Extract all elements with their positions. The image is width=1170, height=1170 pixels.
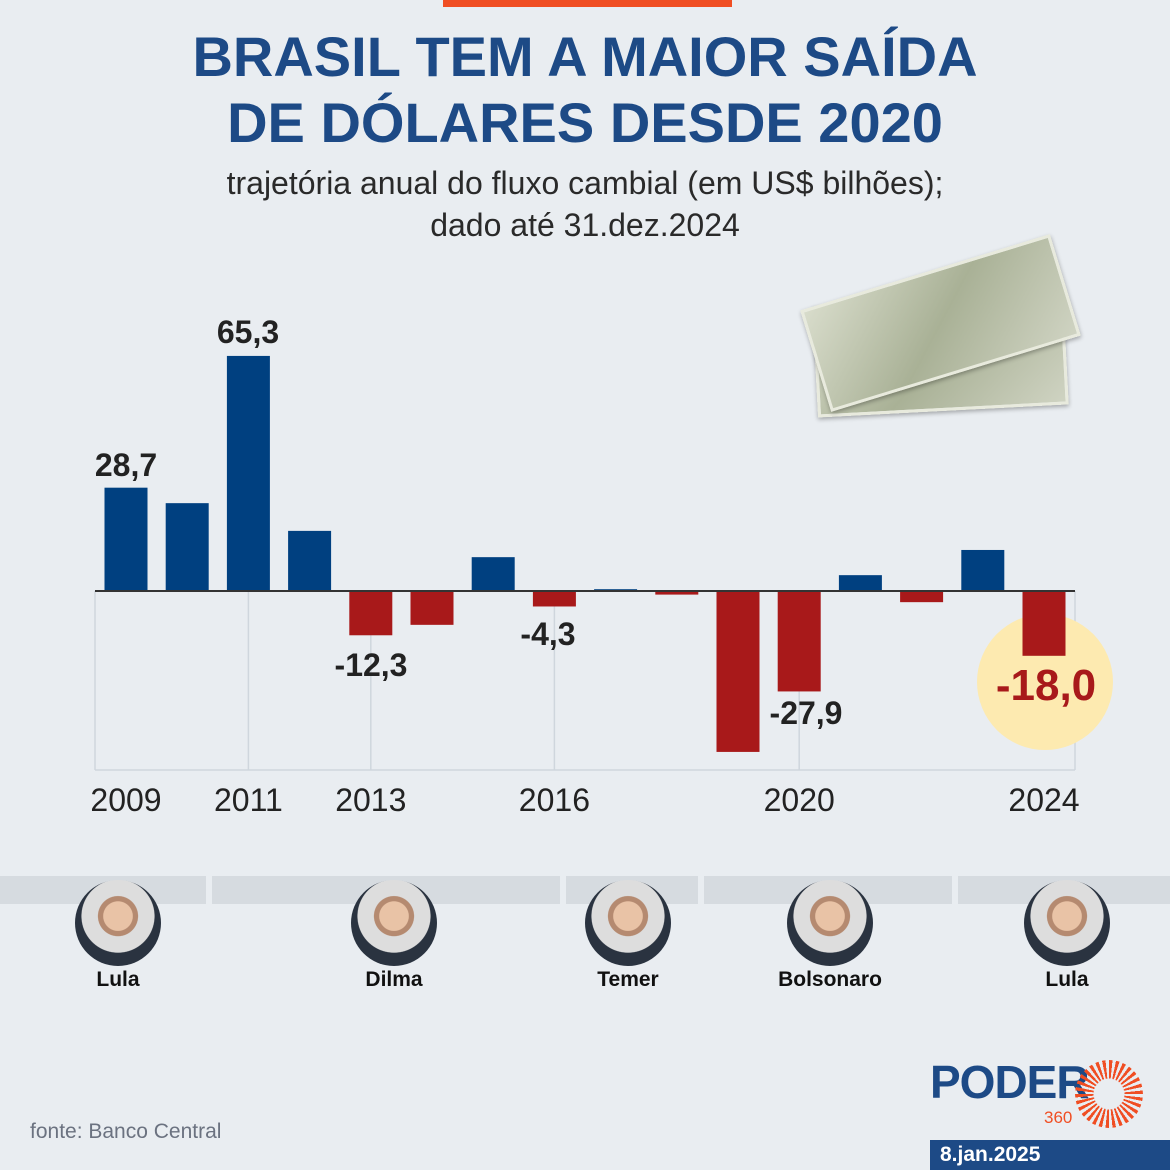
bar-2010 <box>165 503 209 591</box>
avatar <box>351 880 437 966</box>
poder360-logo: PODER 360 <box>930 1056 1090 1138</box>
bar-2015 <box>471 557 515 591</box>
president-name: Lula <box>96 968 140 991</box>
x-tick-label: 2009 <box>90 782 161 818</box>
data-label-2016: -4,3 <box>520 616 575 652</box>
avatar <box>585 880 671 966</box>
sun-logo-icon <box>1075 1060 1143 1128</box>
subtitle-line-1: trajetória anual do fluxo cambial (em US… <box>226 165 944 201</box>
title: BRASIL TEM A MAIOR SAÍDA DE DÓLARES DESDE… <box>0 24 1170 156</box>
bar-2021 <box>838 575 882 591</box>
x-tick-label: 2013 <box>335 782 406 818</box>
avatar <box>75 880 161 966</box>
title-line-2: DE DÓLARES DESDE 2020 <box>227 91 943 154</box>
bar-2012 <box>288 530 332 591</box>
data-label-2009: 28,7 <box>95 447 157 483</box>
president-name: Bolsonaro <box>778 968 882 991</box>
x-tick-label: 2016 <box>519 782 590 818</box>
data-label-2013: -12,3 <box>335 647 408 683</box>
data-label-2020: -27,9 <box>770 695 843 731</box>
bar-2013 <box>349 591 393 636</box>
bar-2018 <box>655 591 699 595</box>
logo-text: PODER <box>930 1056 1090 1108</box>
bar-2024 <box>1022 591 1066 656</box>
x-tick-label: 2020 <box>764 782 835 818</box>
source-note: fonte: Banco Central <box>30 1120 222 1143</box>
title-line-1: BRASIL TEM A MAIOR SAÍDA <box>192 25 978 88</box>
subtitle: trajetória anual do fluxo cambial (em US… <box>0 162 1170 246</box>
bar-2023 <box>961 549 1005 591</box>
bar-2011 <box>226 355 270 591</box>
publish-date: 8.jan.2025 <box>930 1140 1170 1170</box>
bar-2020 <box>777 591 821 692</box>
bar-2014 <box>410 591 454 625</box>
subtitle-line-2: dado até 31.dez.2024 <box>430 207 740 243</box>
president-lula: Lula <box>48 880 188 992</box>
president-bolsonaro: Bolsonaro <box>760 880 900 992</box>
data-label-2024: -18,0 <box>996 661 1096 710</box>
bar-chart: 2009 2011 2013 2016 2020 2024 28,7 65,3 -12,3 -4,… <box>90 314 1113 818</box>
bar-2009 <box>104 487 148 591</box>
president-dilma: Dilma <box>324 880 464 992</box>
bar-2019 <box>716 591 760 752</box>
bar-2016 <box>532 591 576 607</box>
logo-360: 360 <box>1044 1108 1073 1127</box>
bar-2022 <box>900 591 944 603</box>
avatar <box>787 880 873 966</box>
president-lula-2: Lula <box>997 880 1137 992</box>
president-temer: Temer <box>558 880 698 992</box>
accent-bar <box>443 0 732 7</box>
highlight-circle <box>977 614 1113 750</box>
president-name: Dilma <box>365 968 423 991</box>
president-name: Lula <box>1045 968 1089 991</box>
avatar <box>1024 880 1110 966</box>
x-tick-label: 2024 <box>1008 782 1079 818</box>
data-label-2011: 65,3 <box>217 314 279 350</box>
x-tick-label: 2011 <box>214 782 283 818</box>
president-name: Temer <box>597 968 659 991</box>
